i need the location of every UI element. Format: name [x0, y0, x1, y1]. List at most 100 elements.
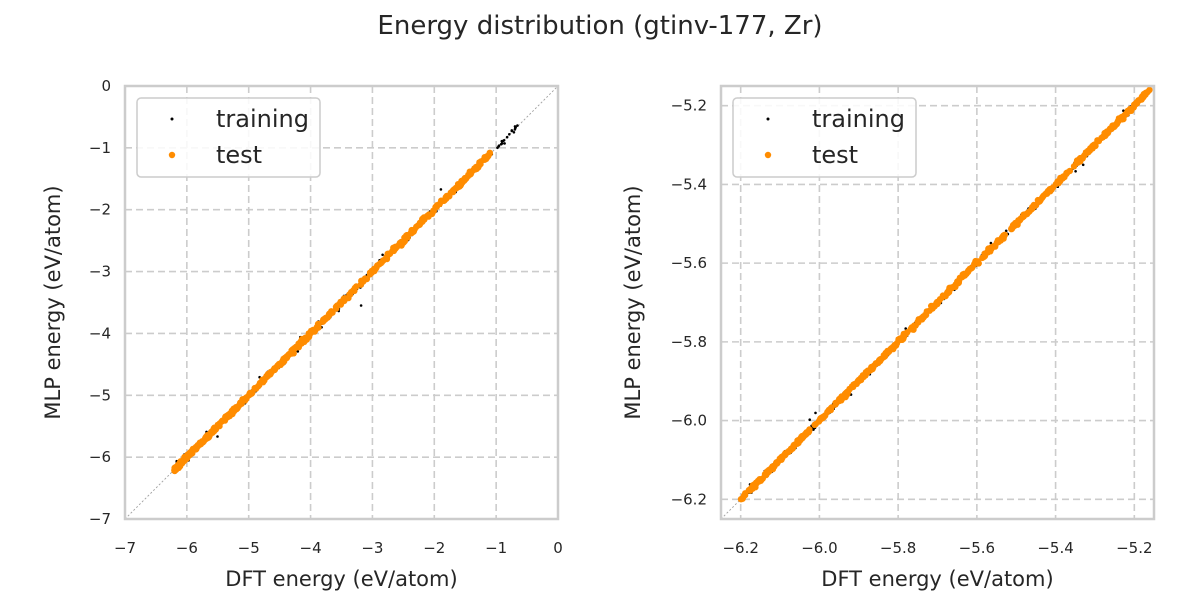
test-point — [242, 395, 250, 403]
y-tick-label: −1 — [89, 139, 111, 157]
training-point — [439, 188, 443, 191]
test-point — [295, 344, 302, 351]
test-point — [1074, 159, 1081, 166]
y-tick-label: −3 — [89, 263, 111, 281]
test-point — [333, 305, 340, 312]
training-point — [508, 133, 511, 136]
y-axis-label: MLP energy (eV/atom) — [621, 185, 645, 419]
test-point — [896, 335, 903, 342]
legend-marker-test — [764, 151, 772, 159]
test-point — [926, 307, 933, 314]
training-point — [1074, 170, 1077, 173]
x-tick-label: −5.6 — [959, 539, 995, 557]
training-point — [1004, 229, 1008, 233]
y-tick-label: −5.2 — [671, 97, 707, 115]
test-point — [990, 243, 997, 250]
test-point — [383, 254, 391, 261]
test-point — [299, 338, 306, 346]
test-point — [832, 399, 839, 407]
test-point — [421, 216, 428, 223]
test-point — [1123, 110, 1130, 118]
training-point — [512, 131, 516, 134]
test-point — [1091, 142, 1098, 149]
test-point — [922, 311, 929, 319]
x-tick-label: −7 — [114, 539, 136, 557]
x-tick-label: −6 — [176, 539, 198, 557]
test-point — [252, 385, 259, 392]
test-point — [1095, 137, 1103, 145]
training-point — [812, 428, 815, 431]
test-point — [933, 299, 940, 306]
test-point — [1118, 113, 1125, 121]
test-point — [1044, 187, 1052, 195]
test-point — [403, 234, 410, 242]
training-point — [296, 350, 300, 353]
legend-label-test: test — [216, 141, 262, 169]
test-point — [366, 271, 374, 278]
test-point — [468, 169, 475, 177]
training-point — [497, 144, 501, 147]
axes-frame — [123, 84, 560, 521]
legend-box — [136, 97, 321, 178]
test-point — [1017, 215, 1025, 222]
x-tick-label: −5.4 — [1037, 539, 1073, 557]
legend-marker-training — [170, 117, 174, 121]
test-point — [176, 460, 183, 468]
test-point — [313, 323, 321, 331]
test-point — [1036, 198, 1043, 205]
test-point — [353, 283, 360, 290]
series-test — [737, 86, 1153, 503]
test-point — [1079, 154, 1086, 161]
legend-marker-test — [168, 151, 176, 159]
test-point — [761, 471, 769, 478]
test-point — [290, 346, 297, 353]
training-point — [503, 142, 506, 145]
x-tick-label: −6.0 — [801, 539, 837, 557]
x-tick-label: −4 — [300, 539, 322, 557]
test-point — [839, 394, 846, 402]
training-point — [500, 142, 504, 145]
x-tick-label: −3 — [361, 539, 383, 557]
test-point — [392, 245, 399, 252]
training-point — [808, 418, 811, 422]
test-point — [476, 160, 483, 168]
legend: training test — [136, 97, 321, 178]
test-point — [1114, 119, 1121, 127]
training-point — [505, 135, 509, 139]
test-point — [755, 477, 763, 485]
x-tick-label: −6.2 — [722, 539, 758, 557]
training-point — [381, 253, 384, 257]
training-point — [513, 125, 517, 128]
training-point — [989, 241, 993, 245]
x-tick-label: 0 — [553, 539, 563, 557]
series-test — [171, 149, 493, 475]
x-tick-label: −1 — [485, 539, 507, 557]
y-tick-label: −7 — [89, 510, 111, 528]
test-point — [956, 277, 963, 284]
axes-frame — [719, 84, 1156, 521]
x-tick-label: −2 — [423, 539, 445, 557]
legend: training test — [732, 97, 917, 178]
x-tick-label: −5.8 — [880, 539, 916, 557]
test-point — [212, 426, 220, 433]
legend-marker-training — [766, 117, 770, 121]
y-tick-label: −5.4 — [671, 175, 707, 193]
test-point — [271, 365, 278, 372]
left-panel: −7 −6 −5 −4 −3 −2 −1 0 −7 −6 −5 −4 −3 −2 −1 0 DFT energy… — [41, 77, 563, 591]
test-point — [1026, 208, 1033, 215]
test-point — [827, 405, 835, 412]
training-point — [502, 139, 506, 142]
y-tick-label: −6 — [89, 448, 111, 466]
legend-box — [732, 97, 917, 178]
x-axis-label: DFT energy (eV/atom) — [225, 567, 457, 591]
test-point — [856, 376, 863, 384]
training-point — [359, 304, 363, 307]
test-point — [865, 367, 872, 374]
test-point — [411, 226, 418, 233]
test-point — [1001, 231, 1008, 238]
test-point — [197, 441, 204, 448]
x-tick-label: −5 — [238, 539, 260, 557]
y-tick-label: 0 — [101, 77, 111, 95]
test-point — [869, 364, 877, 371]
training-point — [516, 124, 519, 127]
